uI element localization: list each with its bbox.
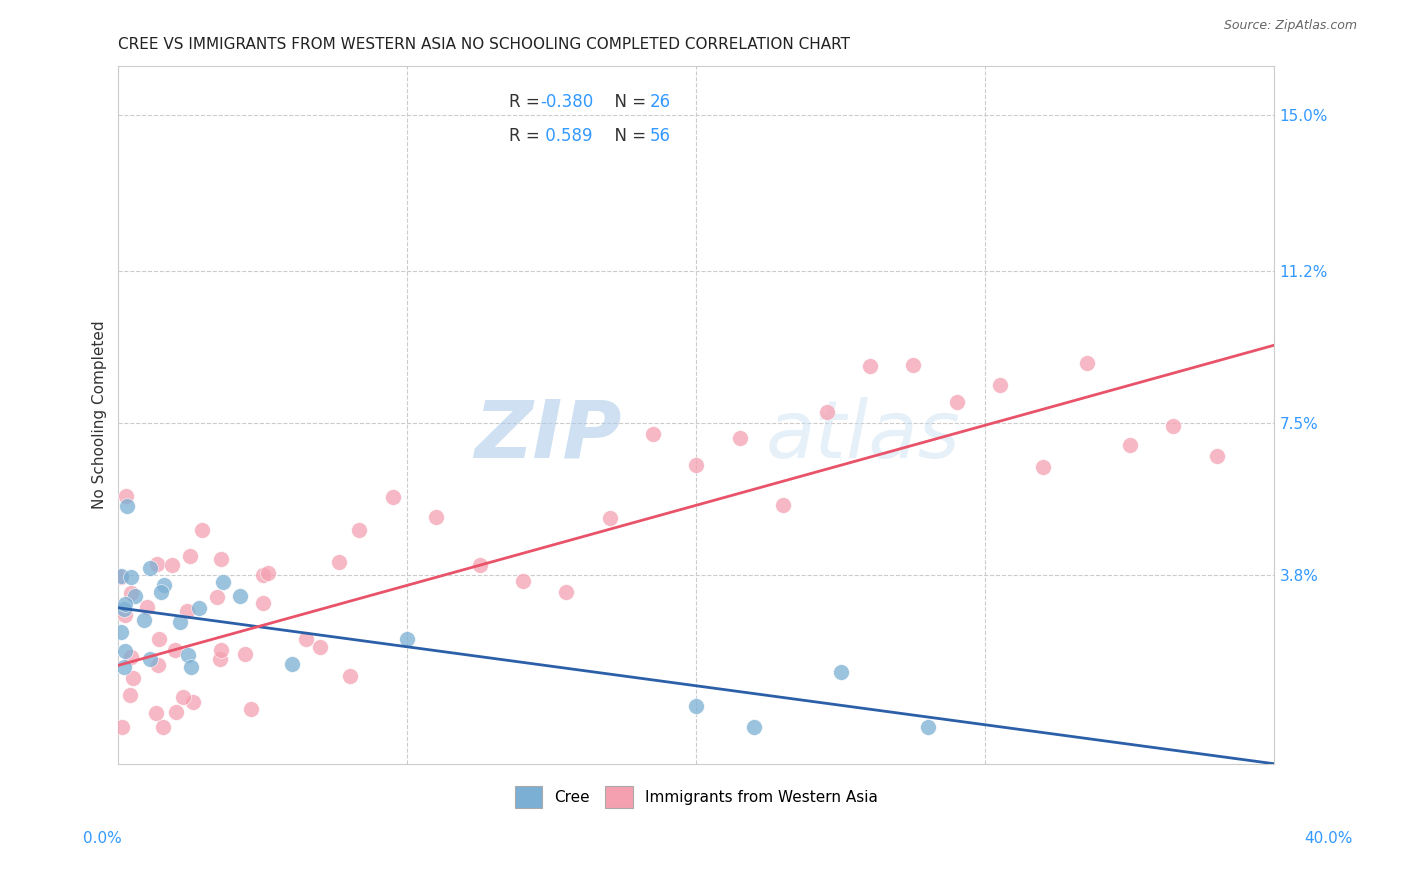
- Point: [139, 652, 162, 666]
- Point: [124, 589, 146, 603]
- Text: -0.380: -0.380: [540, 94, 593, 112]
- Point: [180, 660, 202, 674]
- Point: [211, 574, 233, 589]
- Point: [145, 706, 167, 720]
- Point: [122, 671, 145, 685]
- Point: [163, 643, 186, 657]
- Point: [917, 720, 939, 734]
- Point: [396, 632, 419, 646]
- Point: [239, 702, 262, 716]
- Point: [177, 648, 200, 662]
- Point: [148, 657, 170, 672]
- Point: [114, 597, 136, 611]
- Point: [188, 601, 211, 615]
- Point: [252, 596, 274, 610]
- Point: [134, 613, 156, 627]
- Point: [118, 688, 141, 702]
- Point: [425, 509, 447, 524]
- Point: [1119, 438, 1142, 452]
- Point: [120, 570, 142, 584]
- Point: [988, 377, 1011, 392]
- Point: [685, 458, 707, 472]
- Legend: Cree, Immigrants from Western Asia: Cree, Immigrants from Western Asia: [508, 779, 886, 815]
- Text: 26: 26: [650, 94, 671, 112]
- Point: [209, 551, 232, 566]
- Point: [191, 523, 214, 537]
- Point: [181, 694, 204, 708]
- Text: 56: 56: [650, 127, 671, 145]
- Point: [382, 490, 405, 504]
- Point: [903, 358, 925, 372]
- Point: [328, 555, 350, 569]
- Point: [145, 557, 167, 571]
- Point: [742, 720, 765, 734]
- Point: [643, 426, 665, 441]
- Text: atlas: atlas: [766, 397, 960, 475]
- Point: [172, 690, 194, 704]
- Point: [148, 632, 170, 647]
- Point: [179, 549, 201, 563]
- Text: R =: R =: [509, 94, 546, 112]
- Text: N =: N =: [605, 127, 651, 145]
- Point: [208, 651, 231, 665]
- Point: [339, 668, 361, 682]
- Point: [115, 489, 138, 503]
- Point: [295, 632, 318, 646]
- Point: [110, 568, 132, 582]
- Point: [153, 578, 176, 592]
- Point: [136, 599, 159, 614]
- Point: [111, 720, 134, 734]
- Point: [945, 394, 967, 409]
- Y-axis label: No Schooling Completed: No Schooling Completed: [93, 320, 107, 509]
- Point: [150, 585, 173, 599]
- Point: [152, 720, 174, 734]
- Point: [728, 431, 751, 445]
- Point: [233, 648, 256, 662]
- Text: ZIP: ZIP: [474, 397, 621, 475]
- Point: [120, 649, 142, 664]
- Point: [229, 590, 252, 604]
- Point: [772, 498, 794, 512]
- Point: [176, 604, 198, 618]
- Point: [830, 665, 852, 680]
- Point: [120, 586, 142, 600]
- Point: [252, 567, 274, 582]
- Text: CREE VS IMMIGRANTS FROM WESTERN ASIA NO SCHOOLING COMPLETED CORRELATION CHART: CREE VS IMMIGRANTS FROM WESTERN ASIA NO …: [118, 37, 851, 53]
- Point: [281, 657, 304, 671]
- Point: [308, 640, 330, 655]
- Point: [114, 608, 136, 623]
- Point: [1205, 449, 1227, 463]
- Point: [110, 570, 132, 584]
- Point: [160, 558, 183, 573]
- Text: Source: ZipAtlas.com: Source: ZipAtlas.com: [1223, 20, 1357, 32]
- Point: [209, 643, 232, 657]
- Point: [165, 705, 187, 719]
- Point: [256, 566, 278, 581]
- Point: [114, 643, 136, 657]
- Point: [555, 585, 578, 599]
- Point: [599, 510, 621, 524]
- Point: [815, 405, 838, 419]
- Point: [1163, 418, 1185, 433]
- Point: [139, 561, 162, 575]
- Text: 0.0%: 0.0%: [83, 831, 122, 846]
- Point: [112, 660, 135, 674]
- Point: [205, 590, 228, 604]
- Text: 0.589: 0.589: [540, 127, 593, 145]
- Point: [115, 500, 138, 514]
- Point: [685, 698, 707, 713]
- Text: R =: R =: [509, 127, 546, 145]
- Point: [349, 523, 371, 537]
- Text: N =: N =: [605, 94, 651, 112]
- Point: [112, 602, 135, 616]
- Text: 40.0%: 40.0%: [1305, 831, 1353, 846]
- Point: [859, 359, 882, 373]
- Point: [169, 615, 191, 629]
- Point: [1076, 355, 1098, 369]
- Point: [512, 574, 534, 588]
- Point: [468, 558, 491, 572]
- Point: [110, 624, 132, 639]
- Point: [1032, 460, 1054, 475]
